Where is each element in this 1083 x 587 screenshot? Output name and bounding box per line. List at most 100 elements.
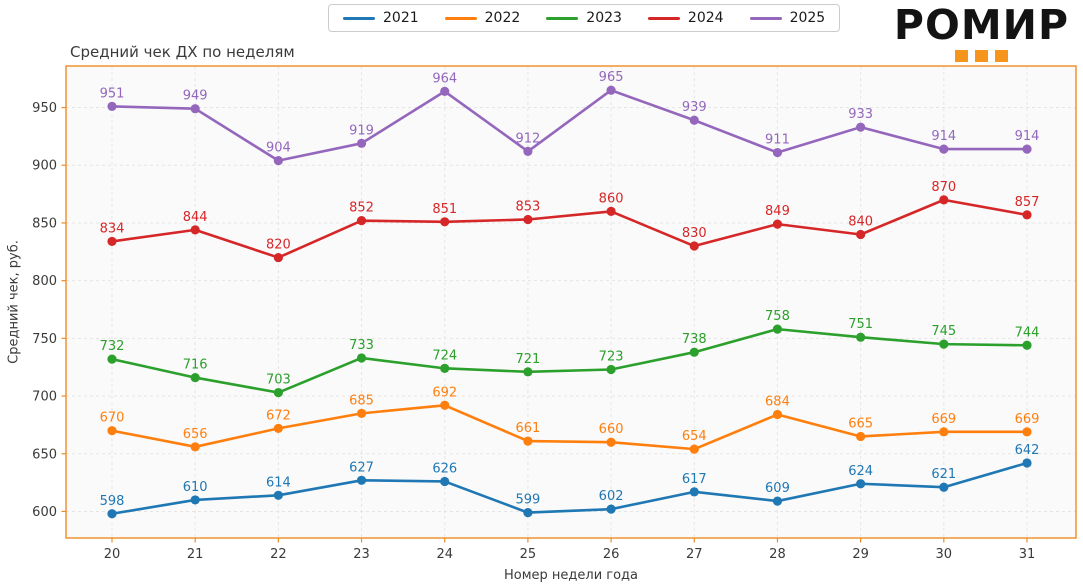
series-line bbox=[110, 198, 1029, 259]
data-point-label: 849 bbox=[765, 204, 790, 219]
y-tick-label: 650 bbox=[32, 447, 57, 462]
data-point-label: 598 bbox=[100, 494, 125, 509]
data-point bbox=[356, 353, 367, 363]
data-point bbox=[523, 508, 533, 518]
x-tick-label: 20 bbox=[104, 547, 121, 562]
data-point bbox=[107, 509, 117, 519]
plot-frame bbox=[65, 65, 1077, 539]
data-point bbox=[107, 426, 117, 436]
legend-item-2024: 2024 bbox=[647, 10, 724, 26]
x-tick-label: 24 bbox=[436, 547, 453, 562]
data-point-label: 951 bbox=[100, 86, 125, 101]
data-point-label: 949 bbox=[183, 89, 208, 104]
y-tick-label: 750 bbox=[32, 332, 57, 347]
data-point-label: 840 bbox=[848, 214, 873, 229]
x-tick-labels: 20 21 22 23 24 25 26 27 28 29 30 31 bbox=[104, 547, 1036, 562]
data-point-label: 661 bbox=[515, 421, 540, 436]
data-point bbox=[356, 138, 367, 148]
data-point-label: 853 bbox=[515, 199, 540, 214]
data-point-label: 684 bbox=[765, 395, 790, 410]
series-line bbox=[110, 461, 1029, 516]
axis-ticks bbox=[61, 106, 1028, 543]
data-point bbox=[939, 195, 949, 205]
data-point-label: 669 bbox=[1015, 412, 1040, 427]
y-tick-labels: 600 650 700 750 800 850 900 950 bbox=[32, 101, 57, 520]
legend-item-2021: 2021 bbox=[343, 10, 419, 26]
data-point bbox=[606, 364, 616, 375]
data-point-label: 665 bbox=[848, 416, 873, 431]
series-2024: 834 844 820 852 851 853 860 830 849 840 870 857 bbox=[100, 180, 1039, 263]
series-2025: 951 949 904 919 964 912 965 939 911 933 914 914 bbox=[100, 70, 1039, 166]
data-point bbox=[440, 400, 450, 410]
data-point-label: 721 bbox=[515, 352, 540, 367]
data-point bbox=[689, 241, 699, 251]
data-point-label: 670 bbox=[100, 411, 125, 426]
logo-square-icon bbox=[994, 50, 1008, 63]
data-point bbox=[523, 214, 533, 225]
data-point-label: 724 bbox=[432, 348, 457, 363]
data-point-label: 599 bbox=[515, 493, 540, 508]
data-point-label: 744 bbox=[1015, 325, 1040, 340]
data-point bbox=[1022, 210, 1032, 220]
data-point-label: 939 bbox=[682, 100, 707, 115]
series-line bbox=[110, 403, 1029, 451]
data-point-label: 745 bbox=[931, 324, 956, 339]
data-point-label: 610 bbox=[183, 480, 208, 495]
data-point bbox=[939, 427, 949, 437]
x-tick-label: 26 bbox=[603, 547, 620, 562]
y-tick-label: 950 bbox=[32, 101, 57, 116]
data-point-label: 685 bbox=[349, 393, 374, 408]
legend-swatch-icon bbox=[647, 16, 680, 20]
data-point bbox=[190, 372, 200, 383]
legend-label: 2022 bbox=[484, 10, 521, 26]
data-point-label: 654 bbox=[682, 429, 707, 444]
x-tick-label: 29 bbox=[852, 547, 869, 562]
legend-label: 2025 bbox=[789, 10, 826, 26]
data-point bbox=[523, 146, 533, 156]
data-point bbox=[190, 225, 200, 235]
legend-swatch-icon bbox=[749, 16, 782, 20]
data-point-label: 911 bbox=[765, 133, 790, 148]
data-point bbox=[1022, 427, 1032, 437]
data-point bbox=[273, 156, 283, 166]
series-line bbox=[110, 88, 1029, 162]
data-point-label: 830 bbox=[682, 226, 707, 241]
data-point bbox=[606, 504, 616, 514]
data-point-label: 669 bbox=[931, 412, 956, 427]
legend-swatch-icon bbox=[444, 16, 477, 20]
data-point-label: 609 bbox=[765, 481, 790, 496]
data-point-label: 933 bbox=[848, 107, 873, 122]
legend-swatch-icon bbox=[546, 16, 579, 20]
legend-label: 2023 bbox=[586, 10, 622, 26]
data-point-label: 965 bbox=[599, 70, 624, 85]
logo-square-icon bbox=[974, 50, 988, 63]
data-point bbox=[856, 122, 866, 132]
data-point bbox=[1022, 458, 1032, 468]
data-point-label: 672 bbox=[266, 408, 291, 423]
data-point bbox=[190, 442, 200, 452]
x-tick-label: 22 bbox=[270, 547, 287, 562]
y-tick-label: 850 bbox=[32, 216, 57, 231]
data-point bbox=[772, 147, 783, 158]
series-2021: 598 610 614 627 626 599 602 617 609 624 621 642 bbox=[100, 443, 1039, 519]
data-point bbox=[356, 475, 367, 485]
data-point-label: 751 bbox=[848, 317, 873, 332]
legend-item-2025: 2025 bbox=[749, 10, 826, 26]
x-tick-label: 28 bbox=[769, 547, 786, 562]
series-line bbox=[110, 327, 1029, 394]
data-point-label: 852 bbox=[349, 201, 374, 216]
data-point bbox=[856, 479, 866, 489]
series-2023: 732 716 703 733 724 721 723 738 758 751 745 744 bbox=[100, 309, 1040, 398]
data-point bbox=[107, 354, 117, 364]
chart-title: Средний чек ДХ по неделям bbox=[70, 43, 295, 61]
y-tick-label: 700 bbox=[32, 390, 57, 405]
y-tick-label: 900 bbox=[32, 159, 57, 174]
data-point-label: 738 bbox=[682, 332, 707, 347]
data-point-label: 870 bbox=[931, 180, 956, 195]
data-point-label: 621 bbox=[931, 467, 956, 482]
legend-label: 2024 bbox=[687, 10, 724, 26]
data-point-label: 844 bbox=[183, 210, 208, 225]
data-point-label: 626 bbox=[432, 461, 457, 476]
data-point-label: 919 bbox=[349, 123, 374, 138]
data-point bbox=[1022, 144, 1032, 154]
